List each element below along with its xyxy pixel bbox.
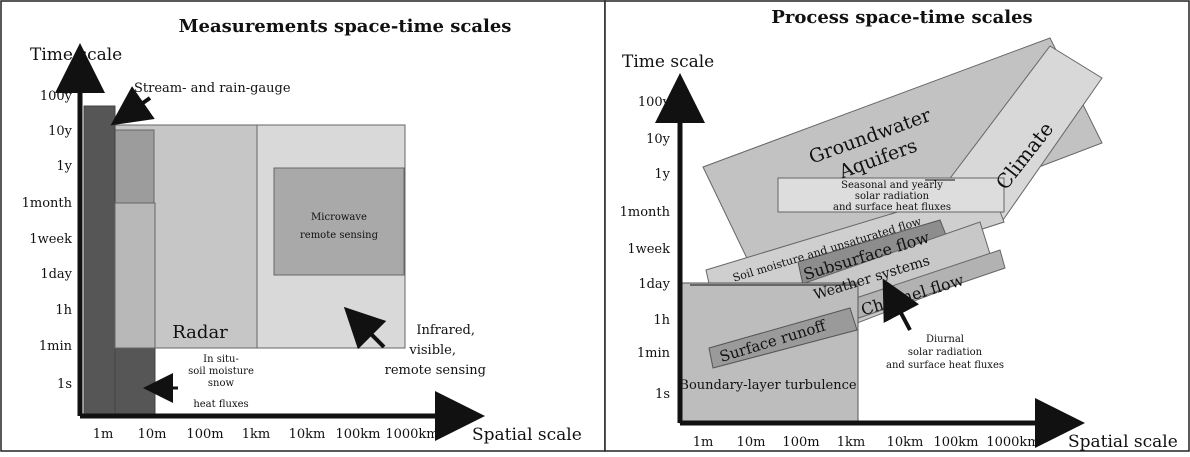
insitu-label-line2: soil moisture (188, 366, 254, 377)
left-y-tick: 1s (57, 377, 72, 392)
left-x-tick: 1km (242, 427, 270, 442)
right-y-tick: 1week (627, 242, 670, 257)
left-x-tick: 1000km (385, 427, 438, 442)
right-y-tick: 1s (655, 387, 670, 402)
surface-runoff-region (708, 307, 858, 369)
left-y-tick: 1y (56, 159, 72, 174)
boundary-layer-label: Boundary-layer turbulence (679, 378, 856, 393)
left-x-tick: 100km (335, 427, 380, 442)
right-y-tick: 1min (637, 346, 671, 361)
left-y-tick: 100y (40, 89, 73, 104)
insitu-region (114, 347, 156, 417)
seasonal-label-line3: and surface heat fluxes (833, 202, 951, 213)
right-y-tick: 10y (646, 132, 671, 147)
seasonal-region (777, 177, 1005, 213)
left-title: Measurements space-time scales (179, 16, 512, 37)
left-y-tick: 1day (40, 267, 72, 282)
left-y-axis-title: Time scale (30, 45, 122, 65)
insitu-upper-region (114, 202, 156, 349)
radar-label: Radar (172, 322, 228, 343)
right-y-tick: 1day (638, 277, 670, 292)
stream-gauge-region (83, 105, 116, 417)
infrared-label-line1: Infrared, (416, 323, 475, 338)
seasonal-label-line1: Seasonal and yearly (841, 180, 943, 191)
gauge-arrow (110, 86, 155, 126)
right-x-tick: 100km (933, 435, 978, 450)
microwave-label-line1: Microwave (311, 212, 367, 223)
right-x-tick: 10km (887, 435, 924, 450)
right-y-tick: 1y (654, 167, 670, 182)
right-y-axis-title: Time scale (622, 52, 714, 72)
insitu-label-line4: heat fluxes (193, 399, 248, 410)
left-y-tick: 1week (29, 232, 72, 247)
left-x-axis-title: Spatial scale (472, 425, 582, 445)
left-y-tick: 1min (39, 339, 73, 354)
left-y-tick: 1h (55, 303, 72, 318)
infrared-label-line3: remote sensing (385, 363, 486, 378)
insitu-label-line1: In situ- (203, 354, 239, 365)
right-y-tick: 1h (653, 313, 670, 328)
gauge-label: Stream- and rain-gauge (134, 81, 291, 96)
diurnal-label-line2: solar radiation (908, 347, 983, 358)
right-y-tick: 100y (638, 95, 671, 110)
right-x-tick: 1000km (986, 435, 1039, 450)
right-title: Process space-time scales (771, 7, 1032, 28)
diurnal-label-line1: Diurnal (926, 334, 964, 345)
right-x-axis-title: Spatial scale (1068, 432, 1178, 452)
insitu-label-line3: snow (208, 378, 235, 389)
diurnal-label-line3: and surface heat fluxes (886, 360, 1004, 371)
infrared-label-line2: visible, (408, 343, 456, 358)
right-x-tick: 10m (737, 435, 766, 450)
left-y-tick: 10y (48, 124, 73, 139)
seasonal-label-line2: solar radiation (855, 191, 930, 202)
left-y-tick: 1month (22, 196, 73, 211)
infrared-arrow (343, 306, 387, 350)
microwave-region (273, 167, 405, 276)
left-x-tick: 10m (138, 427, 167, 442)
right-x-tick: 1m (693, 435, 714, 450)
diurnal-arrow (882, 278, 920, 331)
right-y-tick: 1month (620, 205, 671, 220)
microwave-label-line2: remote sensing (300, 230, 379, 241)
left-x-tick: 10km (289, 427, 326, 442)
right-x-tick: 1km (837, 435, 865, 450)
left-panel: Measurements space-time scales Time scal… (22, 16, 582, 445)
left-x-tick: 100m (186, 427, 223, 442)
left-x-tick: 1m (93, 427, 114, 442)
right-x-tick: 100m (782, 435, 819, 450)
groundwater-region (702, 37, 1103, 276)
